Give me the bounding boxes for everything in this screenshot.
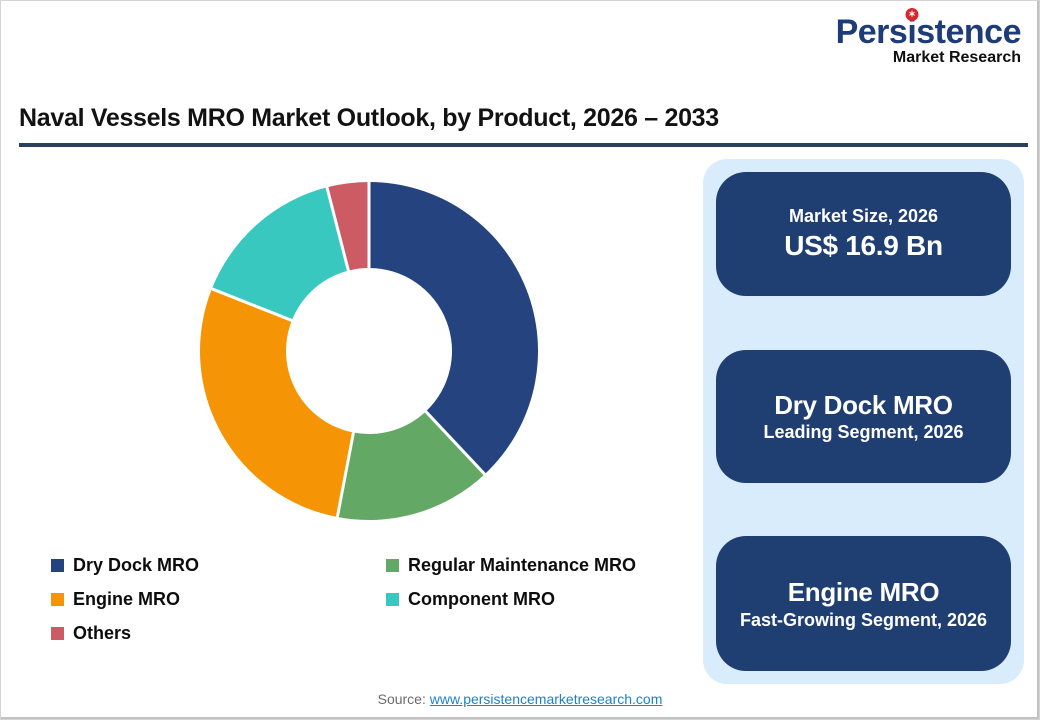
legend-swatch-icon bbox=[51, 592, 64, 606]
legend-label: Others bbox=[73, 622, 132, 643]
legend-label: Component MRO bbox=[408, 588, 555, 609]
info-card-fast-growing-segment: Engine MRO Fast-Growing Segment, 2026 bbox=[716, 536, 1011, 671]
legend-label: Dry Dock MRO bbox=[73, 554, 200, 575]
source-note: Source: www.persistencemarketresearch.co… bbox=[1, 691, 1039, 707]
logo-subtitle: Market Research bbox=[892, 49, 1021, 66]
logo-letter-i: ✶ i bbox=[905, 8, 919, 51]
chart-legend: Dry Dock MRO Regular Maintenance MRO Engin… bbox=[51, 554, 681, 644]
info-panel: Market Size, 2026 US$ 16.9 Bn Dry Dock M… bbox=[703, 159, 1024, 684]
logo-text-i: i bbox=[907, 13, 917, 51]
source-link[interactable]: www.persistencemarketresearch.com bbox=[429, 691, 663, 707]
legend-item-dry-dock-mro: Dry Dock MRO bbox=[51, 554, 386, 576]
legend-item-others: Others bbox=[51, 622, 386, 644]
legend-swatch-icon bbox=[51, 558, 64, 572]
logo-text-post: stence bbox=[916, 13, 1021, 51]
card-top-text: Engine MRO bbox=[787, 577, 940, 607]
donut-segment-separator bbox=[210, 287, 295, 323]
legend-swatch-icon bbox=[386, 592, 399, 606]
donut-chart bbox=[187, 169, 551, 533]
persistence-logo: Pers ✶ istence Market Research bbox=[835, 8, 1021, 66]
card-bottom-text: Fast-Growing Segment, 2026 bbox=[739, 609, 988, 630]
donut-segment-separator bbox=[335, 430, 356, 519]
page-title: Naval Vessels MRO Market Outlook, by Pro… bbox=[19, 104, 719, 132]
legend-swatch-icon bbox=[386, 558, 399, 572]
legend-item-component-mro: Component MRO bbox=[386, 588, 681, 610]
source-label: Source: bbox=[377, 691, 426, 707]
card-bottom-text: US$ 16.9 Bn bbox=[784, 229, 943, 261]
donut-segment-regular-maintenance-mro bbox=[337, 411, 485, 521]
legend-item-regular-maintenance-mro: Regular Maintenance MRO bbox=[386, 554, 681, 576]
card-top-text: Market Size, 2026 bbox=[788, 206, 939, 227]
legend-label: Regular Maintenance MRO bbox=[408, 554, 637, 575]
card-top-text: Dry Dock MRO bbox=[774, 389, 953, 420]
donut-segment-component-mro bbox=[211, 187, 349, 321]
title-underline bbox=[19, 143, 1028, 147]
info-card-leading-segment: Dry Dock MRO Leading Segment, 2026 bbox=[716, 349, 1011, 483]
donut-segment-separator bbox=[325, 185, 351, 273]
logo-star-badge-icon: ✶ bbox=[905, 8, 919, 21]
legend-item-engine-mro: Engine MRO bbox=[51, 588, 386, 610]
card-bottom-text: Leading Segment, 2026 bbox=[763, 422, 964, 442]
legend-swatch-icon bbox=[51, 626, 64, 640]
donut-svg bbox=[200, 181, 539, 521]
donut-segment-dry-dock-mro bbox=[369, 182, 539, 475]
legend-label: Engine MRO bbox=[73, 588, 180, 609]
logo-text-pre: Pers bbox=[835, 13, 908, 51]
donut-segment-others bbox=[326, 182, 369, 271]
donut-segment-separator bbox=[423, 409, 487, 476]
logo-wordmark: Pers ✶ istence bbox=[835, 8, 1021, 51]
info-card-market-size: Market Size, 2026 US$ 16.9 Bn bbox=[716, 172, 1011, 296]
donut-segment-engine-mro bbox=[200, 288, 354, 518]
